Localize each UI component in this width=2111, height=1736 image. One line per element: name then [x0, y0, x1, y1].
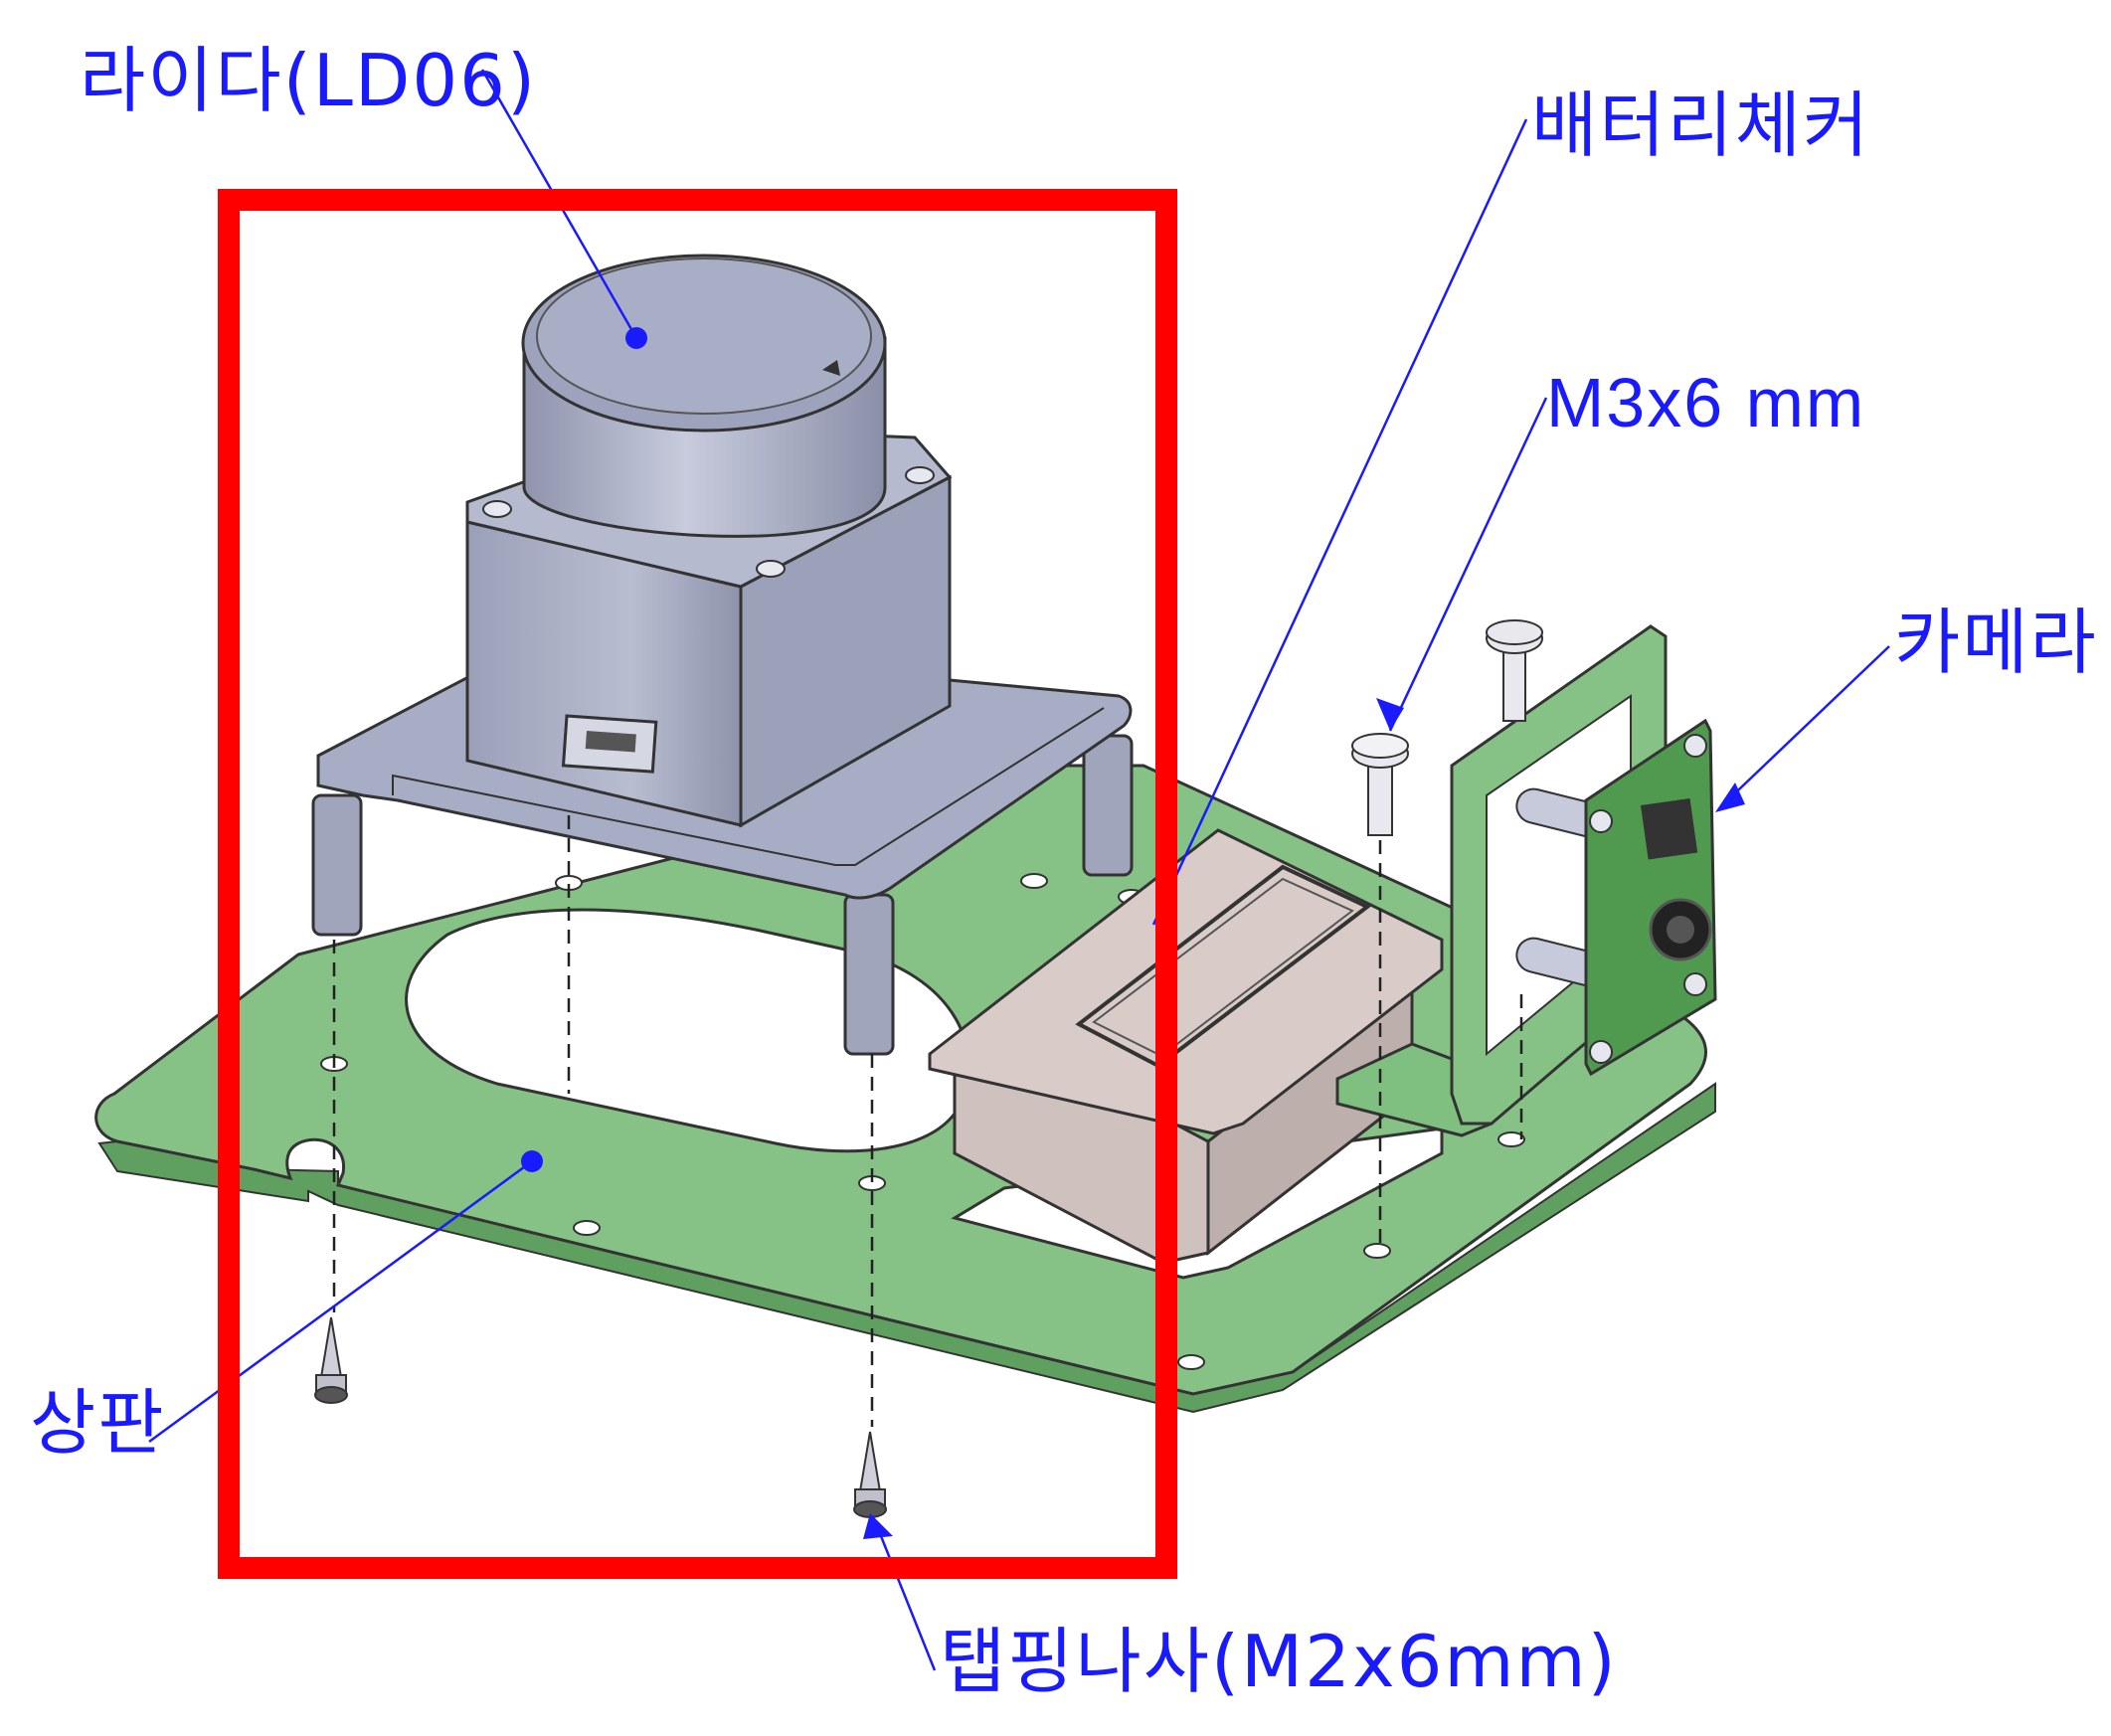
highlight-box: [218, 189, 1177, 1579]
m3-screw: [1351, 733, 1409, 836]
assembly-guide-lines: [332, 815, 1523, 1427]
tapping-screw-left: [314, 1316, 348, 1404]
label-top-plate: 상판: [30, 1381, 166, 1465]
label-camera: 카메라: [1894, 601, 2098, 684]
battery-checker: [928, 828, 1444, 1265]
lidar-legs: [311, 734, 1134, 1056]
callout-markers: [521, 327, 1745, 1539]
label-lidar: 라이다(LD06): [80, 39, 538, 122]
label-tapping-screw: 탭핑나사(M2x6mm): [940, 1620, 1618, 1703]
label-battery-checker: 배터리체커: [1531, 84, 1871, 167]
camera-assembly: [1335, 619, 1717, 1137]
label-m3-screw: M3x6 mm: [1546, 364, 1866, 441]
tapping-screw-right: [853, 1431, 887, 1518]
